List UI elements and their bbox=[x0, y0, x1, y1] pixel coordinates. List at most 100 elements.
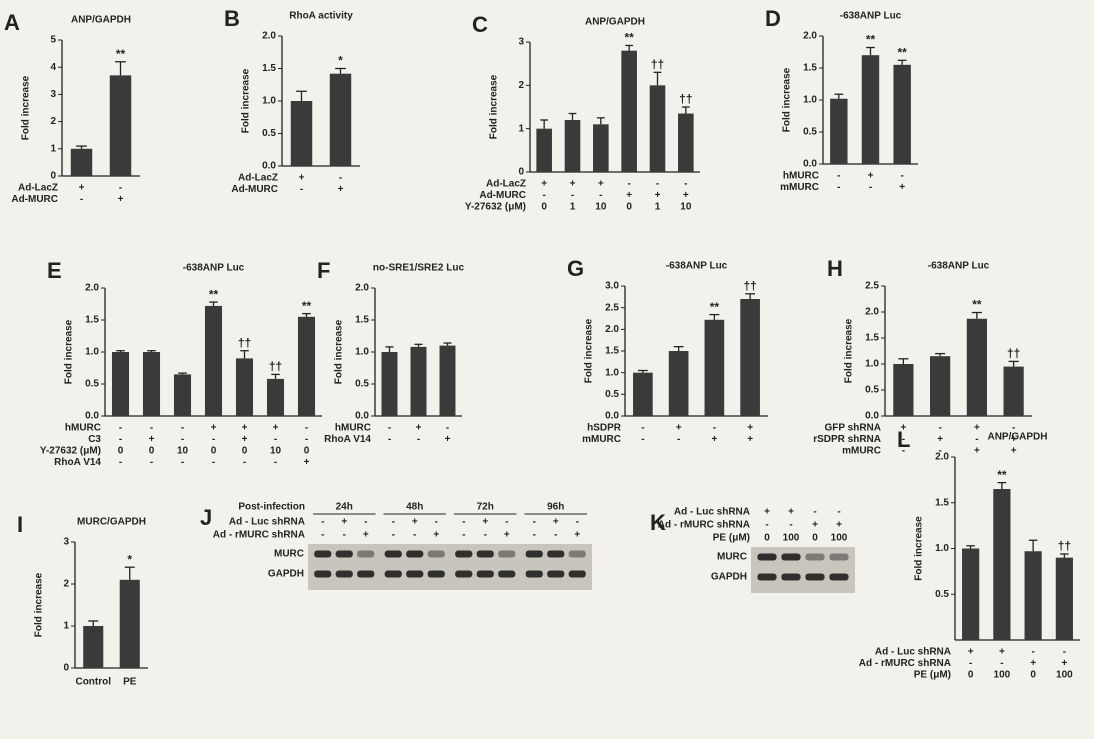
y-tick-label: 2.0 bbox=[865, 307, 879, 318]
y-tick-label: 1.5 bbox=[85, 315, 99, 326]
blot-row-mark: - bbox=[576, 517, 579, 528]
bar bbox=[291, 101, 312, 166]
bar bbox=[1004, 367, 1024, 416]
condition-mark: - bbox=[388, 423, 391, 434]
condition-mark: + bbox=[541, 179, 547, 190]
blot-band bbox=[406, 571, 423, 578]
chart-title: MURC/GAPDH bbox=[77, 517, 146, 528]
y-tick-label: 4 bbox=[50, 62, 56, 73]
condition-mark: 10 bbox=[177, 446, 189, 457]
condition-mark: - bbox=[542, 190, 545, 201]
condition-mark: + bbox=[1061, 658, 1067, 669]
bar bbox=[830, 99, 847, 164]
bar bbox=[740, 299, 760, 416]
panel-letter: F bbox=[317, 258, 330, 283]
condition-mark: + bbox=[445, 434, 451, 445]
condition-mark: - bbox=[212, 457, 215, 468]
blot-band bbox=[357, 571, 374, 578]
blot-row-mark: - bbox=[533, 530, 536, 541]
condition-mark: 10 bbox=[680, 202, 692, 213]
y-tick-label: 0.5 bbox=[803, 127, 817, 138]
y-tick-label: 0 bbox=[50, 171, 56, 182]
chart-title: ANP/GAPDH bbox=[71, 15, 131, 26]
bar bbox=[174, 374, 191, 416]
y-tick-label: 2 bbox=[63, 579, 69, 590]
blot-band bbox=[781, 554, 800, 561]
significance-label: †† bbox=[238, 336, 251, 350]
blot-row-mark: + bbox=[836, 520, 842, 531]
y-axis-label: Fold increase bbox=[782, 67, 793, 132]
blot-row-mark: - bbox=[813, 507, 816, 518]
blot-row-mark: + bbox=[341, 517, 347, 528]
condition-label: hMURC bbox=[783, 171, 819, 182]
condition-mark: - bbox=[300, 184, 303, 195]
blot-band bbox=[314, 551, 331, 558]
condition-label: Ad-LacZ bbox=[486, 179, 526, 190]
condition-mark: - bbox=[1000, 658, 1003, 669]
blot-row-mark: - bbox=[392, 517, 395, 528]
condition-mark: - bbox=[388, 434, 391, 445]
condition-mark: - bbox=[837, 171, 840, 182]
blot-row-mark: + bbox=[433, 530, 439, 541]
condition-mark: - bbox=[181, 423, 184, 434]
significance-label: ** bbox=[897, 45, 907, 59]
blot-band bbox=[498, 571, 515, 578]
condition-mark: 1 bbox=[655, 202, 661, 213]
blot-row-mark: 0 bbox=[764, 533, 770, 544]
bar bbox=[962, 549, 979, 641]
condition-mark: - bbox=[641, 434, 644, 445]
blot-group: 72h bbox=[477, 502, 494, 513]
blot-group: 24h bbox=[336, 502, 353, 513]
bar bbox=[862, 55, 879, 164]
condition-mark: - bbox=[417, 434, 420, 445]
panel-letter: I bbox=[17, 512, 23, 537]
blot-row-mark: - bbox=[364, 517, 367, 528]
chart-title: -638ANP Luc bbox=[183, 263, 245, 274]
y-tick-label: 3.0 bbox=[605, 281, 619, 292]
bar bbox=[411, 347, 427, 416]
blot-row-mark: - bbox=[462, 517, 465, 528]
condition-mark: + bbox=[118, 194, 124, 205]
significance-label: †† bbox=[269, 360, 282, 374]
bar bbox=[330, 74, 351, 166]
blot-group: 48h bbox=[406, 502, 423, 513]
condition-mark: - bbox=[339, 173, 342, 184]
significance-label: ** bbox=[710, 300, 720, 314]
bar bbox=[669, 351, 689, 416]
condition-label: Ad-MURC bbox=[231, 184, 278, 195]
blot-row-mark: + bbox=[574, 530, 580, 541]
condition-mark: 0 bbox=[118, 446, 124, 457]
significance-label: * bbox=[127, 552, 132, 566]
y-axis-label: Fold increase bbox=[489, 74, 500, 139]
y-tick-label: 0.5 bbox=[85, 379, 99, 390]
panel-letter: D bbox=[765, 6, 781, 31]
condition-mark: - bbox=[869, 182, 872, 193]
y-axis-label: Fold increase bbox=[844, 318, 855, 383]
bar bbox=[205, 306, 222, 416]
condition-mark: - bbox=[1031, 647, 1034, 658]
blot-row-mark: 0 bbox=[812, 533, 818, 544]
y-tick-label: 1.0 bbox=[935, 543, 949, 554]
condition-mark: + bbox=[149, 434, 155, 445]
blot-band bbox=[357, 551, 374, 558]
condition-label: Ad - rMURC shRNA bbox=[859, 658, 951, 669]
y-axis-label: Fold increase bbox=[584, 318, 595, 383]
blot-band bbox=[805, 574, 824, 581]
y-tick-label: 1.0 bbox=[865, 359, 879, 370]
y-tick-label: 1.5 bbox=[865, 333, 879, 344]
condition-mark: + bbox=[338, 184, 344, 195]
blot-row-mark: - bbox=[837, 507, 840, 518]
blot-band bbox=[547, 571, 564, 578]
condition-mark: 0 bbox=[626, 202, 632, 213]
x-tick-label: Control bbox=[75, 677, 111, 688]
blot-band bbox=[498, 551, 515, 558]
condition-mark: - bbox=[305, 423, 308, 434]
bar bbox=[71, 149, 92, 176]
condition-label: hMURC bbox=[65, 423, 101, 434]
condition-mark: 0 bbox=[304, 446, 310, 457]
y-tick-label: 0 bbox=[63, 663, 69, 674]
panel-letter: A bbox=[4, 10, 20, 35]
condition-mark: - bbox=[181, 434, 184, 445]
condition-mark: - bbox=[150, 423, 153, 434]
panel-letter: C bbox=[472, 12, 488, 37]
